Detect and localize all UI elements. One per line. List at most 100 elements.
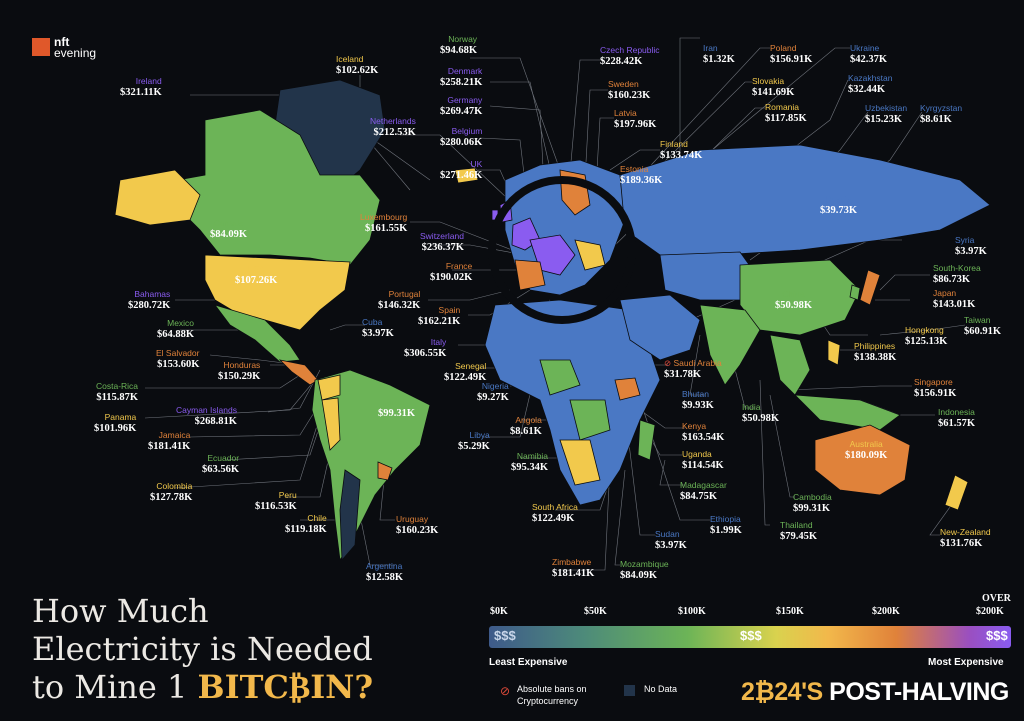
most-expensive-label: Most Expensive	[928, 657, 1004, 668]
label-philippines: Philippines $138.38K	[854, 341, 897, 363]
label-russia: Russia $39.73K	[820, 194, 858, 216]
legend-gradient-bar	[489, 626, 1011, 648]
label-bhutan: Bhutan $9.93K	[682, 389, 714, 411]
ban-label-1: Absolute bans on	[517, 684, 587, 694]
label-ukraine: Ukraine $42.37K	[850, 43, 888, 65]
label-netherlands: Netherlands $212.53K	[370, 116, 416, 138]
label-latvia: Latvia $197.96K	[614, 108, 657, 130]
label-sweden: Sweden $160.23K	[608, 79, 651, 101]
legend-tick: $100K	[678, 606, 706, 617]
label-usa: USA $107.26K	[235, 264, 278, 286]
label-thailand: Thailand $79.45K	[780, 520, 818, 542]
label-romania: Romania $117.85K	[765, 102, 807, 124]
label-poland: Poland $156.91K	[770, 43, 813, 65]
label-costa-rica: Costa-Rica $115.87K	[96, 381, 139, 403]
bitcoin-word: BITC₿IN?	[197, 668, 374, 706]
label-south-africa: South Africa $122.49K	[532, 502, 578, 524]
label-iceland: Iceland $102.62K	[336, 54, 379, 76]
dollar-high-icon: $$$	[986, 628, 1008, 643]
label-zimbabwe: Zimbabwe $181.41K	[552, 557, 595, 579]
page-title: How Much Electricity is Needed to Mine 1…	[32, 592, 373, 706]
legend-tick-over: $200K	[976, 606, 1004, 617]
label-brazil: Brazil $99.31K	[378, 397, 416, 419]
label-uk: UK $271.46K	[440, 159, 483, 181]
label-cuba: Cuba $3.97K	[362, 317, 394, 339]
label-chile: Chile $119.18K	[285, 513, 327, 535]
label-colombia: Colombia $127.78K	[150, 481, 193, 503]
no-data-label: No Data	[644, 684, 678, 694]
label-singapore: Singapore $156.91K	[914, 377, 957, 399]
label-bahamas: Bahamas $280.72K	[128, 289, 171, 311]
label-el-salvador: El Salvador $153.60K	[156, 348, 200, 370]
label-uruguay: Uruguay $160.23K	[396, 514, 439, 536]
label-kazakhstan: Kazakhstan $32.44K	[848, 73, 893, 95]
label-honduras: Honduras $150.29K	[218, 360, 261, 382]
label-denmark: Denmark $258.21K	[440, 66, 483, 88]
label-taiwan: Taiwan $60.91K	[964, 315, 1002, 337]
post-halving-badge: 2₿24'S POST-HALVING	[741, 678, 1009, 706]
label-portugal: Portugal $146.32K	[378, 289, 421, 311]
label-angola: Angola $8.61K	[510, 415, 542, 437]
label-czech-republic: Czech Republic $228.42K	[600, 45, 660, 67]
label-switzerland: Switzerland $236.37K	[420, 231, 464, 253]
logo-line-2: evening	[54, 46, 97, 60]
title-line-2: Electricity is Needed	[32, 630, 373, 668]
label-panama: Panama $101.96K	[94, 412, 137, 434]
logo-line-1: nft	[54, 35, 70, 49]
label-senegal: Senegal $122.49K	[444, 361, 487, 383]
label-cayman-islands: Cayman Islands $268.81K	[176, 405, 237, 427]
label-cambodia: Cambodia $99.31K	[793, 492, 832, 514]
ban-icon: ⊘	[500, 684, 511, 698]
land-masses	[114, 79, 991, 562]
title-line-3: to Mine 1 BITC₿IN?	[32, 668, 374, 706]
label-uzbekistan: Uzbekistan $15.23K	[865, 103, 908, 125]
label-australia: Australia $180.09K	[845, 439, 888, 461]
logo-mark-icon	[32, 38, 50, 56]
legend-over-label: OVER	[982, 593, 1011, 604]
label-libya: Libya $5.29K	[458, 430, 490, 452]
legend-tick: $0K	[490, 606, 508, 617]
label-india: India $50.98K	[742, 402, 780, 424]
label-new-zealand: New-Zealand $131.76K	[940, 527, 991, 549]
label-ireland: Ireland $321.11K	[120, 76, 162, 98]
label-china: China $50.98K	[775, 289, 813, 311]
label-finland: Finland $133.74K	[660, 139, 703, 161]
ban-icon: ⊘	[664, 358, 672, 368]
label-estonia: Estonia $189.36K	[620, 164, 663, 186]
europe-zoom-ring	[488, 176, 636, 324]
dollar-low-icon: $$$	[494, 628, 516, 643]
label-indonesia: Indonesia $61.57K	[938, 407, 976, 429]
label-mozambique: Mozambique $84.09K	[620, 559, 669, 581]
label-iran: Iran $1.32K	[703, 43, 735, 65]
label-syria: Syria $3.97K	[955, 235, 987, 257]
label-belgium: Belgium $280.06K	[440, 126, 483, 148]
label-madagascar: Madagascar $84.75K	[680, 480, 727, 502]
label-canada: Canada $84.09K	[210, 218, 248, 240]
label-saudi-arabia: ⊘ Saudi Arabia $31.78K	[664, 358, 722, 380]
label-luxembourg: Luxembourg $161.55K	[360, 212, 408, 234]
label-namibia: Namibia $95.34K	[511, 451, 549, 473]
label-nigeria: Nigeria $9.27K	[477, 381, 509, 403]
label-jamaica: Jamaica $181.41K	[148, 430, 191, 452]
label-mexico: Mexico $64.88K	[157, 318, 195, 340]
least-expensive-label: Least Expensive	[489, 657, 568, 668]
legend-tick: $50K	[584, 606, 607, 617]
label-spain: Spain $162.21K	[418, 305, 461, 327]
label-slovakia: Slovakia $141.69K	[752, 76, 795, 98]
label-germany: Germany $269.47K	[440, 95, 483, 117]
label-uganda: Uganda $114.54K	[682, 449, 724, 471]
title-line-1: How Much	[32, 592, 209, 630]
label-hongkong: Hongkong $125.13K	[905, 325, 948, 347]
label-argentina: Argentina $12.58K	[366, 561, 404, 583]
label-ethiopia: Ethiopia $1.99K	[710, 514, 742, 536]
label-kyrgyzstan: Kyrgyzstan $8.61K	[920, 103, 963, 125]
label-peru: Peru $116.53K	[255, 490, 297, 512]
label-kenya: Kenya $163.54K	[682, 421, 725, 443]
label-ecuador: Ecuador $63.56K	[202, 453, 240, 475]
label-south-korea: South-Korea $86.73K	[933, 263, 981, 285]
dollar-mid-icon: $$$	[740, 628, 762, 643]
label-italy: Italy $306.55K	[404, 337, 447, 359]
label-norway: Norway $94.68K	[440, 34, 478, 56]
